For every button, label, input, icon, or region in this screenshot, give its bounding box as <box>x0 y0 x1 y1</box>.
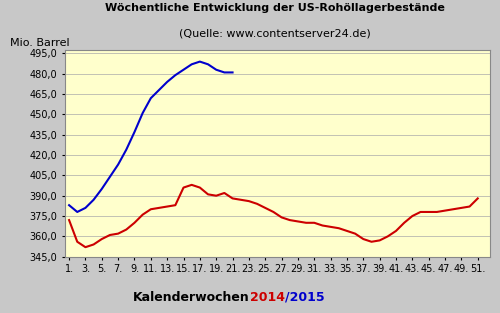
Text: Mio. Barrel: Mio. Barrel <box>10 38 70 48</box>
Text: Wöchentliche Entwicklung der US-Rohöllagerbestände: Wöchentliche Entwicklung der US-Rohöllag… <box>105 3 445 13</box>
Text: (Quelle: www.contentserver24.de): (Quelle: www.contentserver24.de) <box>179 28 371 38</box>
Text: Kalenderwochen: Kalenderwochen <box>133 290 250 304</box>
Text: /2015: /2015 <box>285 290 325 304</box>
Text: 2014: 2014 <box>250 290 285 304</box>
